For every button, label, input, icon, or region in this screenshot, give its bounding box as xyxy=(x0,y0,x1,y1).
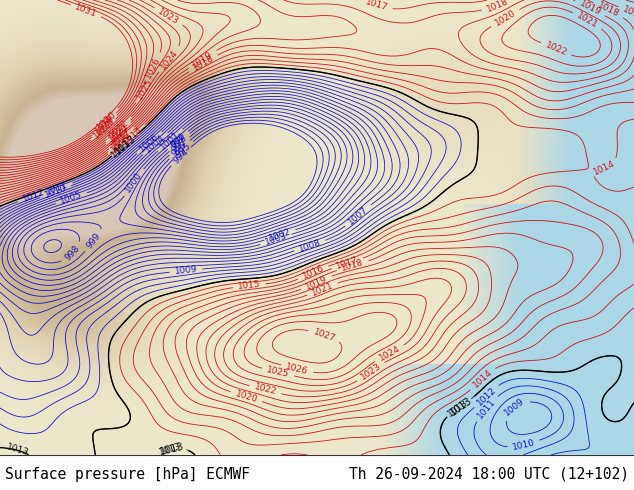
Text: 1025: 1025 xyxy=(266,365,290,379)
Text: 1013: 1013 xyxy=(446,398,470,418)
Text: 1018: 1018 xyxy=(485,0,510,14)
Text: 1017: 1017 xyxy=(335,256,359,271)
Text: 1017: 1017 xyxy=(110,127,133,149)
Text: 1002: 1002 xyxy=(268,227,292,243)
Text: 1013: 1013 xyxy=(109,138,133,159)
Text: 1013: 1013 xyxy=(112,133,138,157)
Text: 1022: 1022 xyxy=(253,383,278,397)
Text: 1027: 1027 xyxy=(312,327,337,343)
Text: 1008: 1008 xyxy=(297,238,322,253)
Text: 1011: 1011 xyxy=(476,396,498,420)
Text: 995: 995 xyxy=(173,142,192,160)
Text: 1013: 1013 xyxy=(6,443,30,458)
Text: 1020: 1020 xyxy=(493,8,517,28)
Text: 1018: 1018 xyxy=(191,53,216,73)
Text: 1004: 1004 xyxy=(144,133,167,154)
Text: 1021: 1021 xyxy=(575,11,600,30)
Text: 1020: 1020 xyxy=(234,389,259,404)
Text: 1017: 1017 xyxy=(621,4,634,23)
Text: 1009: 1009 xyxy=(503,396,527,418)
Text: 997: 997 xyxy=(170,137,189,155)
Text: 1015: 1015 xyxy=(238,280,261,292)
Text: 1016: 1016 xyxy=(301,264,325,281)
Text: 998: 998 xyxy=(170,133,189,151)
Text: 1024: 1024 xyxy=(377,344,401,363)
Text: 1000: 1000 xyxy=(124,171,145,195)
Text: 1023: 1023 xyxy=(359,362,383,382)
Text: 1025: 1025 xyxy=(135,77,155,101)
Text: 1012: 1012 xyxy=(21,188,46,204)
Text: 1022: 1022 xyxy=(544,40,568,57)
Text: 1005: 1005 xyxy=(59,190,84,206)
Text: 1016: 1016 xyxy=(109,130,133,152)
Text: 1010: 1010 xyxy=(512,438,536,452)
Text: 1024: 1024 xyxy=(158,48,180,71)
Text: 999: 999 xyxy=(85,231,103,250)
Text: 1027: 1027 xyxy=(92,119,115,141)
Text: 1007: 1007 xyxy=(346,205,370,226)
Text: 1018: 1018 xyxy=(340,258,365,273)
Text: 1029: 1029 xyxy=(93,113,116,135)
Text: 1022: 1022 xyxy=(108,117,131,139)
Text: 1006: 1006 xyxy=(138,132,161,154)
Text: 1021: 1021 xyxy=(310,280,335,297)
Text: 998: 998 xyxy=(63,244,82,263)
Text: 996: 996 xyxy=(170,141,189,159)
Text: 1023: 1023 xyxy=(157,7,181,26)
Text: Surface pressure [hPa] ECMWF: Surface pressure [hPa] ECMWF xyxy=(5,467,250,482)
Text: 994: 994 xyxy=(172,147,190,165)
Text: 1019: 1019 xyxy=(304,274,329,292)
Text: 1013: 1013 xyxy=(158,441,184,457)
Text: 1013: 1013 xyxy=(448,395,474,417)
Text: 1026: 1026 xyxy=(285,362,309,376)
Text: 1019: 1019 xyxy=(578,0,602,17)
Text: 1012: 1012 xyxy=(475,385,498,407)
Text: Th 26-09-2024 18:00 UTC (12+102): Th 26-09-2024 18:00 UTC (12+102) xyxy=(349,467,629,482)
Text: 1014: 1014 xyxy=(471,368,494,390)
Text: 1013: 1013 xyxy=(158,441,183,457)
Text: 1020: 1020 xyxy=(107,122,130,144)
Text: 999: 999 xyxy=(169,131,188,149)
Text: 1028: 1028 xyxy=(93,116,116,138)
Text: 1009: 1009 xyxy=(174,265,198,276)
Text: 1030: 1030 xyxy=(95,109,118,131)
Text: 1017: 1017 xyxy=(365,0,389,13)
Text: 1014: 1014 xyxy=(592,159,616,177)
Text: 1014: 1014 xyxy=(121,125,145,147)
Text: 1018: 1018 xyxy=(596,1,621,19)
Text: 1003: 1003 xyxy=(264,232,288,247)
Text: 1019: 1019 xyxy=(191,49,215,69)
Text: 1001: 1001 xyxy=(158,129,182,151)
Text: 1010: 1010 xyxy=(43,183,68,200)
Text: 1026: 1026 xyxy=(144,55,162,79)
Text: 1011: 1011 xyxy=(45,180,70,197)
Text: 1015: 1015 xyxy=(109,132,133,154)
Text: 1021: 1021 xyxy=(107,120,130,142)
Text: 1031: 1031 xyxy=(74,2,98,19)
